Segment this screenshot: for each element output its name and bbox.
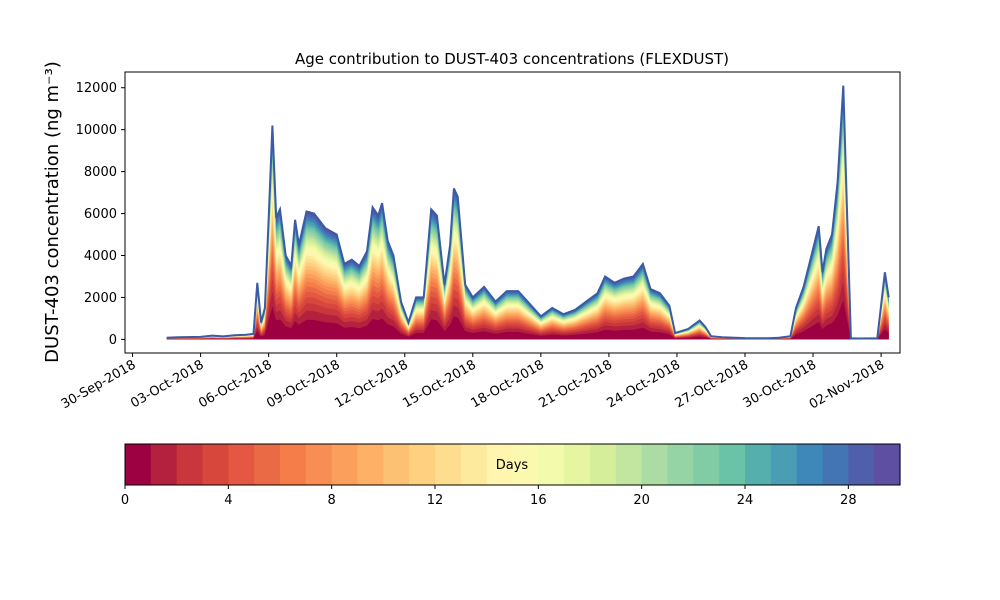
colorbar-swatch	[383, 444, 410, 485]
colorbar-tick-label: 0	[121, 493, 129, 508]
colorbar-swatch	[331, 444, 359, 485]
colorbar-swatch	[357, 444, 384, 485]
colorbar-swatch	[305, 444, 333, 485]
x-tick-label: 09-Oct-2018	[264, 357, 342, 411]
colorbar-swatch	[796, 444, 824, 485]
colorbar-swatch	[641, 444, 669, 485]
x-tick-label: 21-Oct-2018	[537, 357, 615, 411]
colorbar-swatch	[667, 444, 694, 485]
x-tick-label: 15-Oct-2018	[400, 357, 478, 411]
x-tick-label: 06-Oct-2018	[196, 357, 274, 411]
y-tick-label: 2000	[84, 291, 117, 306]
colorbar-tick-label: 8	[328, 493, 336, 508]
colorbar-swatch	[822, 444, 849, 485]
colorbar-frame	[124, 443, 901, 486]
colorbar-swatch	[874, 444, 901, 485]
x-tick-label: 27-Oct-2018	[673, 357, 751, 411]
colorbar-swatch	[719, 444, 746, 485]
colorbar-swatch	[770, 444, 798, 485]
x-tick-label: 30-Sep-2018	[59, 357, 139, 412]
colorbar-tick-label: 4	[224, 493, 232, 508]
colorbar-swatch	[590, 444, 617, 485]
total-outline	[166, 85, 890, 340]
y-tick-label: 0	[109, 333, 117, 348]
x-axis: 30-Sep-201803-Oct-201806-Oct-201809-Oct-…	[59, 353, 887, 412]
colorbar: 0 4 8 12 16 20 24 28	[121, 443, 901, 508]
colorbar-swatch	[848, 444, 875, 485]
y-axis-label: DUST-403 concentration (ng m⁻³)	[42, 61, 63, 363]
y-tick-label: 12000	[76, 81, 117, 96]
x-tick-label: 02-Nov-2018	[807, 357, 887, 412]
colorbar-swatch	[486, 444, 514, 485]
age-band-2	[166, 267, 889, 340]
axes-frame	[124, 71, 901, 354]
colorbar-tick-label: 16	[530, 493, 547, 508]
colorbar-swatch	[228, 444, 255, 485]
y-tick-label: 4000	[84, 249, 117, 264]
colorbar-swatch	[409, 444, 436, 485]
colorbar-tick-label: 12	[427, 493, 444, 508]
colorbar-swatch	[280, 444, 307, 485]
colorbar-swatch	[202, 444, 229, 485]
y-tick-label: 8000	[84, 165, 117, 180]
colorbar-tick-label: 28	[840, 493, 857, 508]
y-tick-label: 10000	[76, 123, 117, 138]
colorbar-tick-label: 24	[737, 493, 754, 508]
x-tick-label: 12-Oct-2018	[332, 357, 410, 411]
colorbar-swatch	[460, 444, 488, 485]
colorbar-swatch	[615, 444, 643, 485]
colorbar-swatch	[125, 444, 152, 485]
x-tick-label: 03-Oct-2018	[128, 357, 206, 411]
chart-title: Age contribution to DUST-403 concentrati…	[295, 50, 729, 68]
colorbar-swatch	[512, 444, 539, 485]
colorbar-swatch	[435, 444, 462, 485]
age-band-1	[166, 282, 889, 340]
age-band-0	[166, 300, 889, 340]
plot-area	[124, 71, 901, 354]
x-tick-label: 18-Oct-2018	[468, 357, 546, 411]
colorbar-swatch	[564, 444, 591, 485]
colorbar-swatch	[150, 444, 178, 485]
colorbar-label: Days	[496, 458, 529, 473]
colorbar-swatch	[538, 444, 565, 485]
y-tick-label: 6000	[84, 207, 117, 222]
y-axis: 0 2000 4000 6000 8000 10000 12000	[76, 81, 125, 348]
colorbar-tick-label: 20	[633, 493, 650, 508]
x-tick-label: 24-Oct-2018	[605, 357, 683, 411]
colorbar-swatch	[745, 444, 772, 485]
colorbar-swatch	[176, 444, 204, 485]
colorbar-swatch	[693, 444, 720, 485]
x-tick-label: 30-Oct-2018	[741, 357, 819, 411]
colorbar-swatch	[254, 444, 281, 485]
